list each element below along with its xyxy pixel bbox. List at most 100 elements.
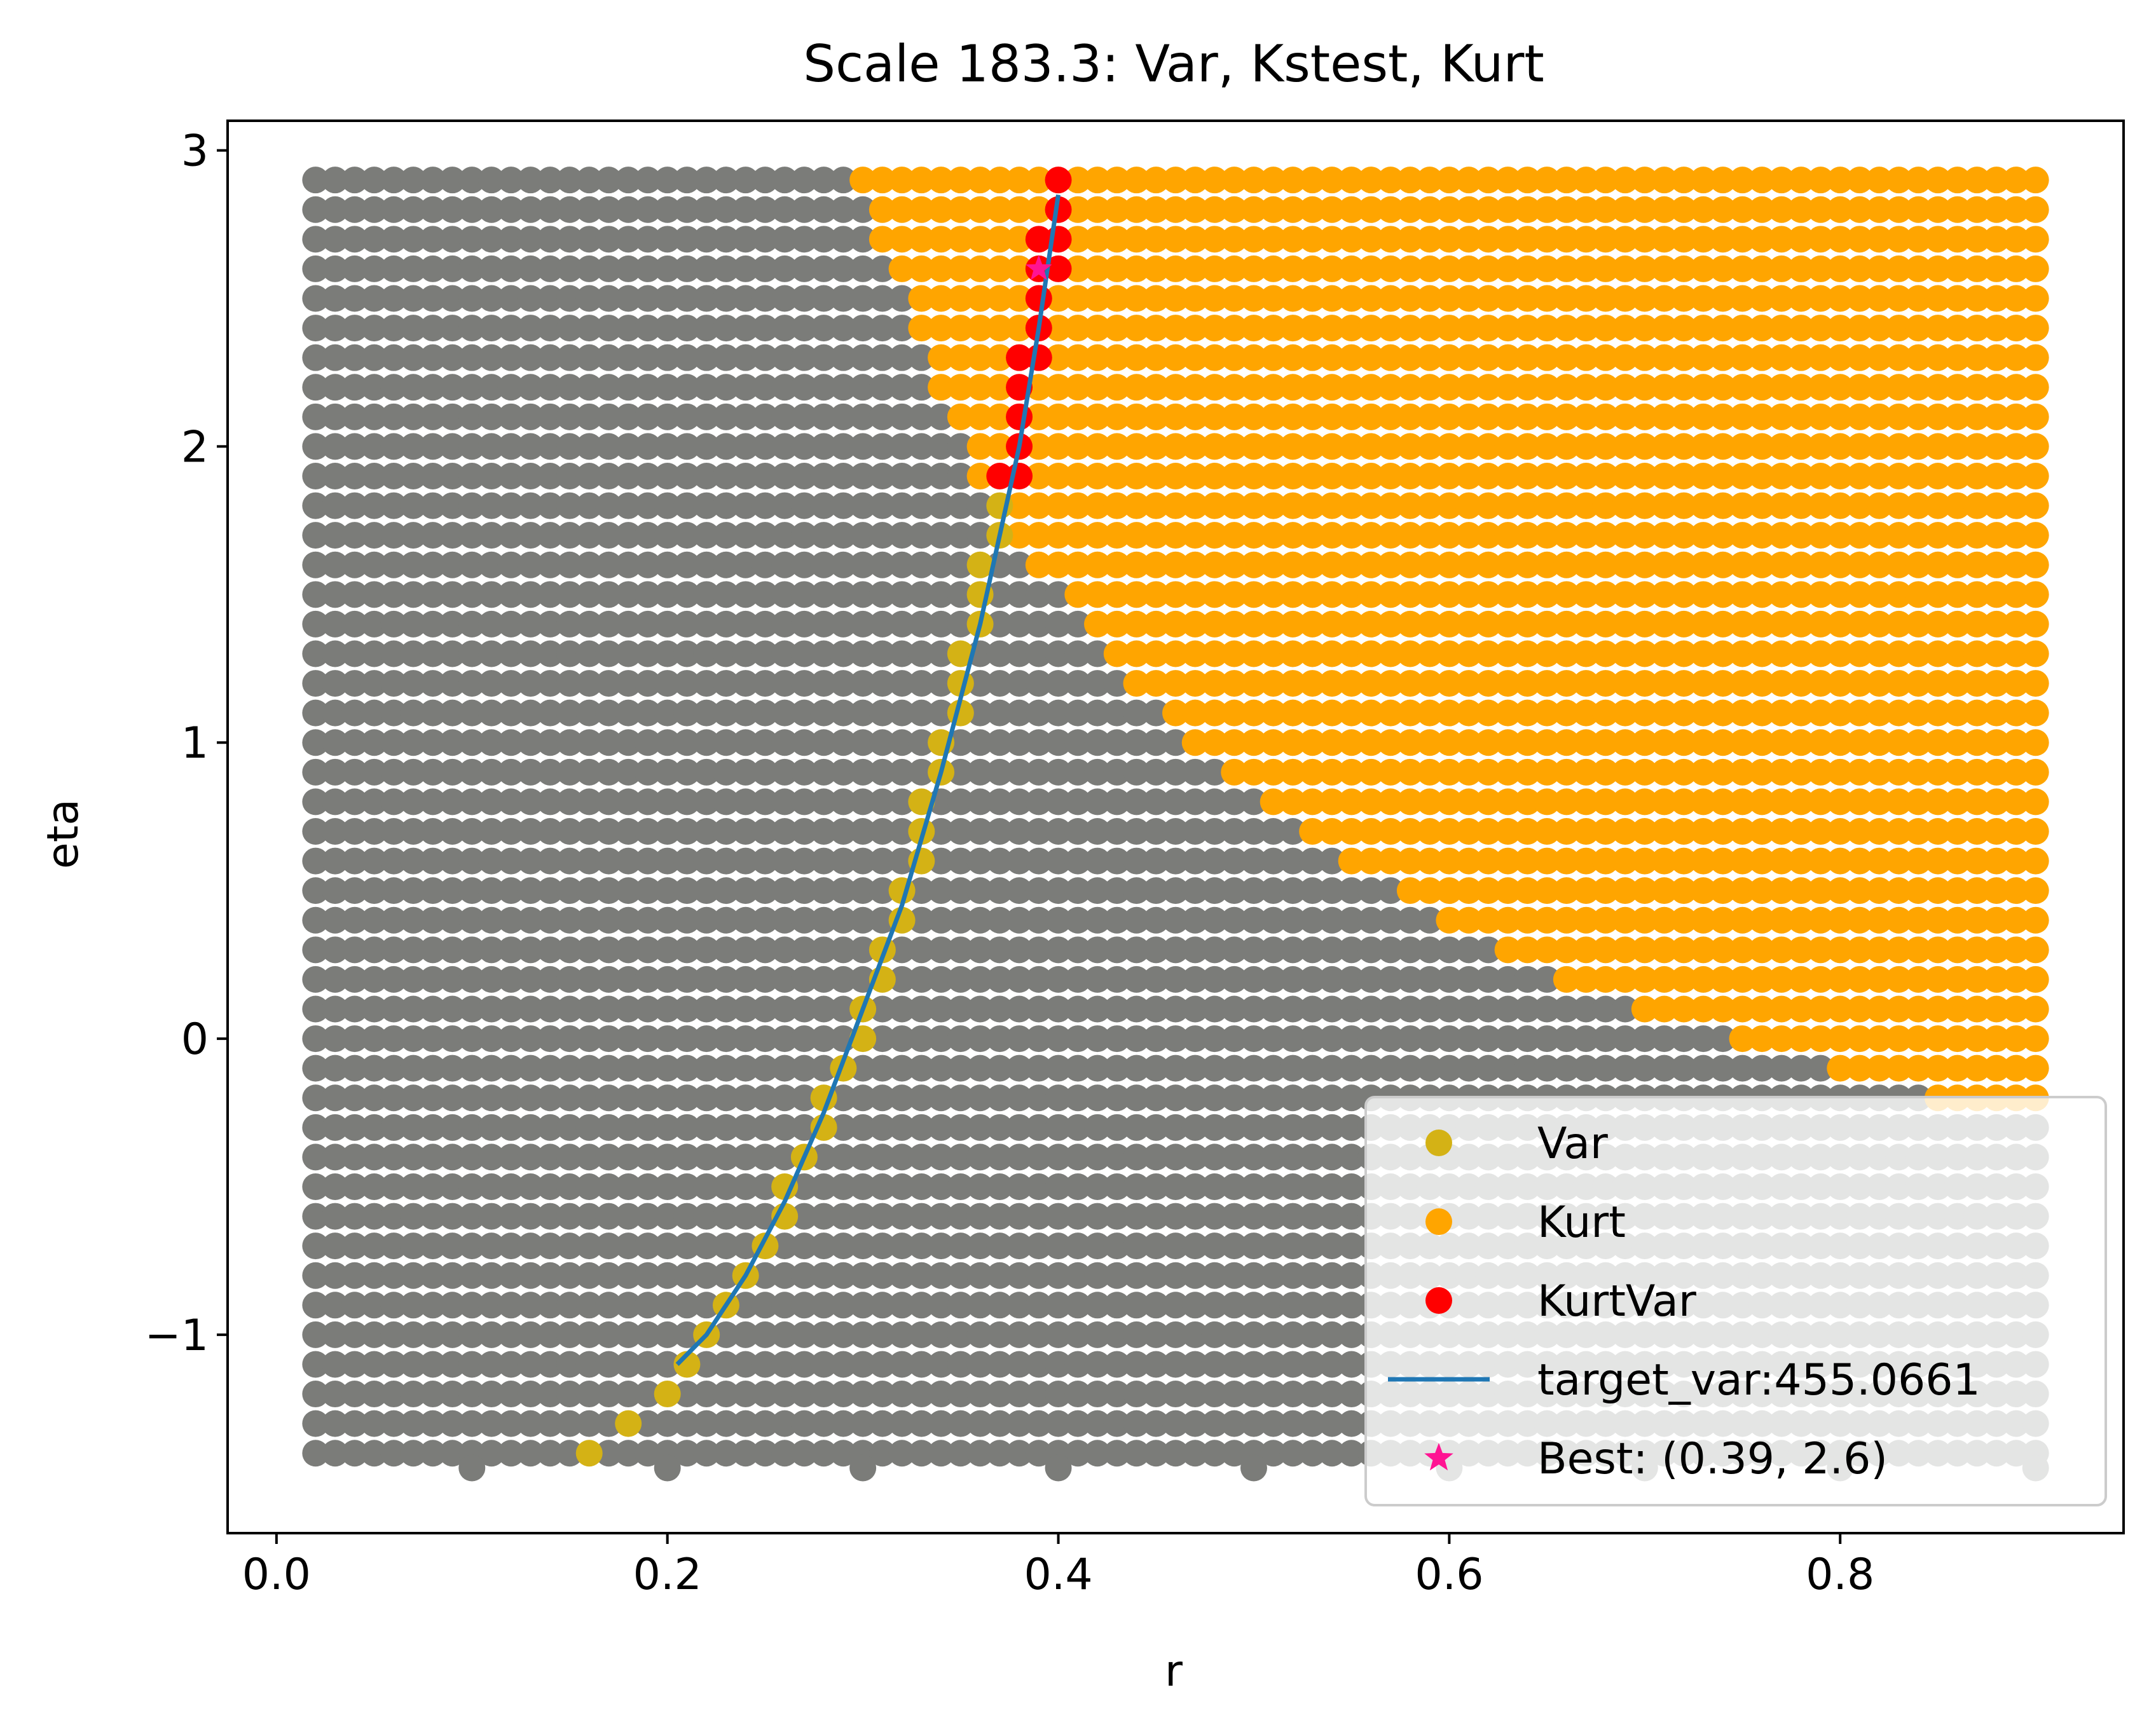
grid-point xyxy=(654,729,681,756)
grid-point xyxy=(810,285,837,312)
grid-point xyxy=(1045,877,1072,904)
kurt-point xyxy=(1885,196,1912,223)
kurt-point xyxy=(1064,492,1092,519)
grid-point xyxy=(908,995,935,1023)
grid-point xyxy=(1299,1143,1326,1171)
grid-point xyxy=(1084,788,1111,816)
kurt-point xyxy=(1221,374,1248,401)
kurt-point xyxy=(1709,226,1736,253)
kurt-point xyxy=(1944,433,1971,460)
grid-point xyxy=(732,670,759,697)
grid-point xyxy=(908,906,935,934)
kurt-point xyxy=(1572,581,1600,608)
grid-point xyxy=(752,729,779,756)
kurt-point xyxy=(1905,788,1932,816)
grid-point xyxy=(595,1084,622,1112)
grid-point xyxy=(947,1292,974,1319)
kurt-point xyxy=(1455,906,1483,934)
kurt-point xyxy=(1436,374,1463,401)
kurt-point xyxy=(1944,995,1971,1023)
grid-point xyxy=(1143,1381,1170,1408)
kurt-point xyxy=(1240,522,1267,549)
kurt-point xyxy=(1865,581,1893,608)
kurt-point xyxy=(1885,226,1912,253)
kurt-point xyxy=(1338,344,1365,371)
grid-point xyxy=(556,1321,583,1348)
grid-point xyxy=(615,581,642,608)
kurt-point xyxy=(1534,758,1561,786)
grid-point xyxy=(615,847,642,875)
grid-point xyxy=(1006,1440,1033,1467)
grid-point xyxy=(302,1232,329,1260)
grid-point xyxy=(556,936,583,964)
grid-point xyxy=(1299,1173,1326,1200)
kurt-point xyxy=(1240,699,1267,727)
kurt-point xyxy=(1357,403,1385,430)
grid-point xyxy=(497,610,525,638)
grid-point xyxy=(810,1025,837,1053)
grid-point xyxy=(478,1381,505,1408)
grid-point xyxy=(752,374,779,401)
grid-point xyxy=(928,581,955,608)
grid-point xyxy=(1143,699,1170,727)
grid-point xyxy=(869,374,896,401)
kurt-point xyxy=(1787,670,1815,697)
kurt-point xyxy=(1377,817,1404,845)
grid-point xyxy=(1416,906,1443,934)
grid-point xyxy=(380,995,408,1023)
grid-point xyxy=(341,1143,368,1171)
kurt-point xyxy=(1006,315,1033,342)
grid-point xyxy=(400,1321,427,1348)
grid-point xyxy=(654,610,681,638)
kurt-point xyxy=(1221,344,1248,371)
grid-point xyxy=(556,167,583,194)
grid-point xyxy=(830,433,857,460)
grid-point xyxy=(439,847,466,875)
kurt-point xyxy=(1592,966,1619,993)
grid-point xyxy=(869,847,896,875)
grid-point xyxy=(1240,1321,1267,1348)
grid-point xyxy=(1123,966,1150,993)
grid-point xyxy=(497,196,525,223)
kurt-point xyxy=(1123,196,1150,223)
kurt-point xyxy=(1045,462,1072,489)
kurt-point xyxy=(1240,344,1267,371)
grid-point xyxy=(771,374,799,401)
grid-point xyxy=(615,1321,642,1348)
kurt-point xyxy=(1846,1025,1873,1053)
grid-point xyxy=(322,226,349,253)
kurt-point xyxy=(1123,670,1150,697)
grid-point xyxy=(1045,817,1072,845)
kurt-point xyxy=(1729,462,1756,489)
grid-point xyxy=(1572,1025,1600,1053)
grid-point xyxy=(849,226,877,253)
grid-point xyxy=(1279,877,1307,904)
grid-point xyxy=(497,285,525,312)
grid-point xyxy=(1064,640,1092,667)
grid-point xyxy=(986,817,1013,845)
grid-point xyxy=(380,226,408,253)
grid-point xyxy=(1084,1321,1111,1348)
grid-point xyxy=(712,1381,739,1408)
grid-point xyxy=(732,1410,759,1437)
kurt-point xyxy=(1983,522,2010,549)
kurt-point xyxy=(1455,817,1483,845)
grid-point xyxy=(908,1440,935,1467)
kurt-point xyxy=(1455,196,1483,223)
kurt-point xyxy=(1612,610,1639,638)
kurt-point xyxy=(1631,699,1658,727)
grid-point xyxy=(497,374,525,401)
grid-point xyxy=(1103,1381,1130,1408)
grid-point xyxy=(302,1055,329,1082)
kurt-point xyxy=(1709,670,1736,697)
grid-point xyxy=(1279,1173,1307,1200)
grid-point xyxy=(693,847,720,875)
kurt-point xyxy=(1612,758,1639,786)
grid-point xyxy=(1064,1025,1092,1053)
grid-point xyxy=(654,1454,681,1482)
kurt-point xyxy=(1709,906,1736,934)
grid-point xyxy=(869,1351,896,1378)
kurt-point xyxy=(1416,788,1443,816)
kurt-point xyxy=(1221,729,1248,756)
kurt-point xyxy=(1006,226,1033,253)
